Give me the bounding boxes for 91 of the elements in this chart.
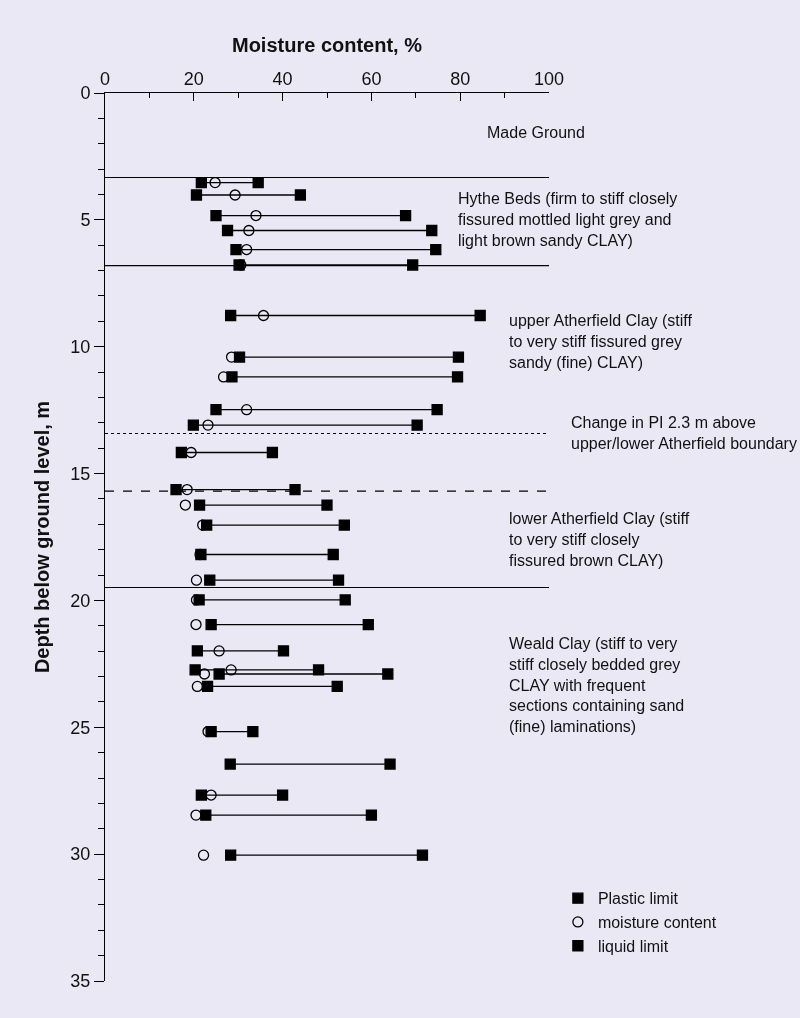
point	[213, 668, 225, 680]
x-tick-label: 80	[450, 68, 471, 89]
point	[179, 499, 192, 511]
point	[331, 680, 343, 693]
point	[221, 224, 234, 237]
point	[233, 351, 246, 363]
legend-label: liquid limit	[597, 937, 669, 955]
x-tick-label: 100	[533, 68, 565, 89]
point	[224, 758, 236, 770]
point	[365, 809, 378, 821]
point	[202, 419, 214, 431]
legend-label: moisture content	[597, 914, 717, 932]
point	[210, 209, 222, 222]
y-tick-label: 15	[70, 463, 91, 484]
y-tick-label: 0	[80, 83, 91, 104]
point	[190, 574, 203, 586]
point	[230, 243, 242, 256]
point	[170, 483, 182, 496]
x-axis-title: Moisture content, %	[231, 34, 423, 57]
point	[189, 664, 201, 676]
point	[416, 849, 429, 861]
point	[210, 403, 222, 416]
y-tick-label: 10	[70, 337, 91, 358]
point	[190, 809, 202, 821]
y-tick-label: 5	[80, 210, 91, 231]
point	[277, 645, 290, 657]
point	[175, 446, 188, 459]
point	[243, 224, 255, 237]
point	[257, 309, 270, 322]
point	[430, 243, 442, 256]
point	[399, 209, 412, 222]
y-tick-label: 30	[70, 844, 91, 865]
point	[276, 789, 289, 801]
point	[187, 419, 200, 431]
point	[181, 483, 193, 496]
legend-label: Plastic limit	[597, 890, 679, 908]
point	[426, 224, 438, 237]
y-tick-label: 25	[70, 717, 91, 738]
point	[240, 403, 253, 416]
y-tick-label: 35	[70, 971, 91, 992]
ref-line-label: Change in PI 2.3 m above upper/lower Atherfield boundary	[571, 414, 797, 452]
annotation: lower Atherfield Clay (stiff to very stiff closely fissured brown CLAY)	[509, 510, 690, 569]
point	[205, 618, 217, 631]
point	[294, 189, 307, 201]
point	[226, 371, 238, 383]
point	[332, 574, 345, 586]
point	[250, 209, 262, 222]
point	[289, 483, 301, 496]
y-tick-label: 20	[70, 590, 91, 611]
point	[197, 849, 210, 861]
point	[384, 758, 396, 770]
point	[452, 351, 465, 363]
annotation: Weald Clay (stiff to very stiff closely bedded grey CLAY with frequent sections containing sand (fine) laminations)	[509, 635, 685, 736]
annotation: Hythe Beds (firm to stiff closely fissured mottled light grey and light brown sandy CLAY)	[458, 190, 678, 249]
x-tick-label: 60	[361, 68, 382, 89]
point	[474, 309, 486, 322]
point	[198, 668, 211, 680]
point	[240, 243, 253, 256]
point	[213, 645, 225, 657]
point	[321, 499, 333, 511]
point	[362, 618, 374, 631]
point	[191, 680, 203, 693]
point	[431, 403, 443, 416]
point	[204, 574, 216, 586]
point	[338, 519, 350, 531]
point	[190, 618, 202, 631]
point	[266, 446, 279, 459]
x-tick-label: 40	[272, 68, 293, 89]
point	[193, 499, 206, 511]
point	[201, 680, 214, 693]
point	[225, 849, 237, 861]
point	[382, 668, 394, 680]
point	[247, 725, 259, 738]
annotation: upper Atherfield Clay (stiff to very stiff fissured grey sandy (fine) CLAY)	[509, 312, 693, 371]
point	[229, 189, 241, 201]
point	[225, 309, 237, 322]
point	[190, 189, 203, 201]
point	[411, 419, 423, 431]
annotation: Made Ground	[487, 124, 585, 141]
point	[327, 548, 339, 561]
point	[339, 594, 351, 606]
point	[225, 664, 237, 676]
point	[312, 664, 325, 676]
point	[195, 789, 207, 801]
y-axis-title: Depth below ground level, m	[30, 400, 53, 674]
point	[200, 809, 212, 821]
x-tick-label: 20	[183, 68, 204, 89]
point	[451, 371, 464, 383]
point	[407, 259, 419, 271]
x-tick-label: 0	[99, 68, 111, 89]
point	[191, 645, 203, 657]
